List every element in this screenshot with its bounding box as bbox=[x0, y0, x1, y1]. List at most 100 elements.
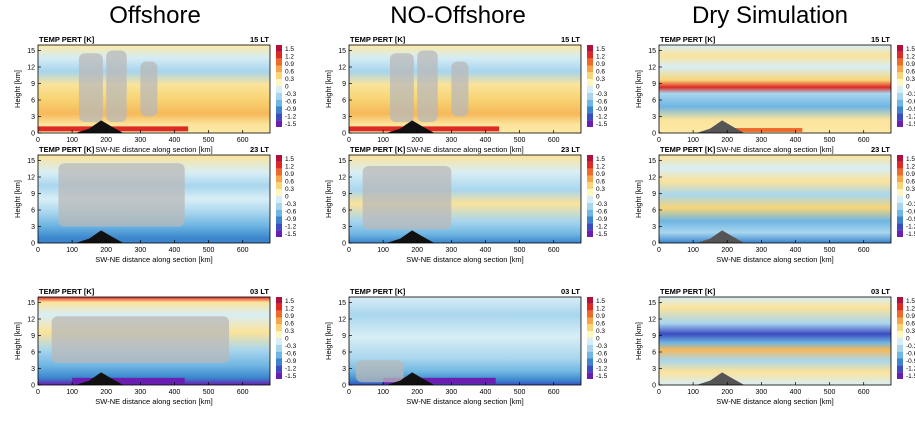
colorbar-label: 0.6 bbox=[596, 321, 605, 328]
terrain-mountain bbox=[75, 120, 124, 133]
x-tick-label: 200 bbox=[100, 137, 112, 144]
colorbar-segment bbox=[897, 161, 903, 169]
x-tick-label: 300 bbox=[135, 137, 147, 144]
colorbar-label: 0.6 bbox=[596, 179, 605, 186]
colorbar-segment bbox=[276, 216, 282, 224]
x-tick-label: 600 bbox=[237, 137, 249, 144]
cloud-region bbox=[355, 360, 404, 383]
x-tick-label: 300 bbox=[756, 389, 768, 396]
colorbar-segment bbox=[587, 92, 593, 100]
cloud-region bbox=[58, 163, 185, 227]
colorbar-segment bbox=[587, 65, 593, 73]
y-tick-label: 6 bbox=[652, 208, 656, 215]
x-tick-label: 200 bbox=[721, 389, 733, 396]
x-tick-label: 300 bbox=[756, 137, 768, 144]
colorbar-segment bbox=[587, 372, 593, 379]
y-tick-label: 15 bbox=[338, 158, 346, 165]
colorbar-segment bbox=[587, 317, 593, 325]
colorbar-segment bbox=[276, 324, 282, 332]
colorbar-label: 0 bbox=[906, 194, 910, 201]
y-tick-label: 0 bbox=[342, 383, 346, 390]
panel-time-label: 03 LT bbox=[871, 287, 890, 296]
x-tick-label: 200 bbox=[411, 137, 423, 144]
x-tick-label: 200 bbox=[100, 247, 112, 254]
plot-frame bbox=[348, 296, 582, 386]
x-tick-label: 400 bbox=[480, 247, 492, 254]
colorbar-segment bbox=[897, 310, 903, 318]
x-tick-label: 300 bbox=[446, 389, 458, 396]
colorbar-segment bbox=[897, 331, 903, 338]
colorbar-segment bbox=[897, 372, 903, 379]
panel-time-label: 03 LT bbox=[561, 287, 580, 296]
column-title-offshore: Offshore bbox=[109, 2, 201, 29]
cloud-region bbox=[451, 61, 469, 117]
colorbar-segment bbox=[276, 230, 282, 237]
colorbar-label: 0 bbox=[596, 84, 600, 91]
colorbar-segment bbox=[587, 79, 593, 86]
colorbar-segment bbox=[276, 338, 282, 345]
colorbar-label: -0.9 bbox=[285, 216, 297, 223]
colorbar-label: -0.6 bbox=[906, 208, 915, 215]
panel-1-0: TEMP PERT [K] 23 LT0 100 200 300 400 500 600SW-… bbox=[13, 145, 297, 264]
colorbar-segment bbox=[897, 72, 903, 80]
panel-title: TEMP PERT [K] bbox=[660, 287, 716, 296]
surface-cold-band bbox=[383, 377, 496, 384]
cloud-region bbox=[140, 61, 158, 117]
colorbar-label: 0.6 bbox=[285, 321, 294, 328]
x-tick-label: 500 bbox=[824, 389, 836, 396]
colorbar-label: -1.2 bbox=[596, 365, 608, 372]
y-tick-label: 12 bbox=[648, 65, 656, 72]
heatmap-field bbox=[659, 45, 891, 133]
colorbar-segment bbox=[897, 99, 903, 107]
colorbar-label: -1.5 bbox=[285, 373, 297, 380]
x-tick-label: 100 bbox=[66, 247, 78, 254]
x-tick-label: 500 bbox=[514, 247, 526, 254]
colorbar-label: 0.6 bbox=[906, 179, 915, 186]
colorbar-label: 0.6 bbox=[285, 69, 294, 76]
colorbar-label: -0.3 bbox=[906, 201, 915, 208]
x-tick-label: 600 bbox=[858, 137, 870, 144]
colorbar-label: 0.9 bbox=[596, 313, 605, 320]
panel-title: TEMP PERT [K] bbox=[39, 35, 95, 44]
y-axis-label: Height [km] bbox=[13, 322, 22, 360]
colorbar-label: -0.6 bbox=[906, 98, 915, 105]
colorbar-label: -0.6 bbox=[285, 98, 297, 105]
cloud-region bbox=[417, 50, 438, 122]
colorbar-label: 0.3 bbox=[906, 76, 915, 83]
colorbar-segment bbox=[897, 196, 903, 203]
x-tick-label: 100 bbox=[687, 389, 699, 396]
y-tick-label: 3 bbox=[342, 366, 346, 373]
y-tick-label: 15 bbox=[338, 300, 346, 307]
panel-time-label: 15 LT bbox=[561, 35, 580, 44]
panel-title: TEMP PERT [K] bbox=[350, 145, 406, 154]
panel-2-0: TEMP PERT [K] 03 LT0 100 200 300 400 500 600SW-… bbox=[13, 287, 297, 406]
colorbar-label: 0.3 bbox=[285, 186, 294, 193]
y-tick-label: 15 bbox=[27, 300, 35, 307]
colorbar-label: -1.5 bbox=[596, 121, 608, 128]
y-axis-label: Height [km] bbox=[634, 70, 643, 108]
colorbar-label: -0.3 bbox=[285, 91, 297, 98]
x-tick-label: 300 bbox=[135, 247, 147, 254]
y-tick-label: 6 bbox=[652, 350, 656, 357]
colorbar-segment bbox=[276, 209, 282, 217]
y-tick-label: 6 bbox=[342, 208, 346, 215]
colorbar-label: -0.9 bbox=[285, 106, 297, 113]
y-tick-label: 12 bbox=[27, 65, 35, 72]
x-axis-label: SW-NE distance along section [km] bbox=[716, 145, 833, 154]
colorbar-label: -0.6 bbox=[596, 208, 608, 215]
y-axis-label: Height [km] bbox=[634, 322, 643, 360]
colorbar-label: 0 bbox=[285, 84, 289, 91]
colorbar-segment bbox=[276, 331, 282, 338]
colorbar-segment bbox=[897, 297, 903, 304]
colorbar-label: 0.9 bbox=[906, 171, 915, 178]
y-tick-label: 15 bbox=[648, 48, 656, 55]
y-tick-label: 15 bbox=[338, 48, 346, 55]
colorbar-label: -1.5 bbox=[285, 121, 297, 128]
y-tick-label: 12 bbox=[338, 65, 346, 72]
colorbar-segment bbox=[587, 344, 593, 352]
x-tick-label: 200 bbox=[721, 247, 733, 254]
colorbar-label: -1.5 bbox=[906, 373, 915, 380]
y-tick-label: 3 bbox=[342, 224, 346, 231]
colorbar-segment bbox=[276, 175, 282, 183]
x-tick-label: 100 bbox=[377, 137, 389, 144]
